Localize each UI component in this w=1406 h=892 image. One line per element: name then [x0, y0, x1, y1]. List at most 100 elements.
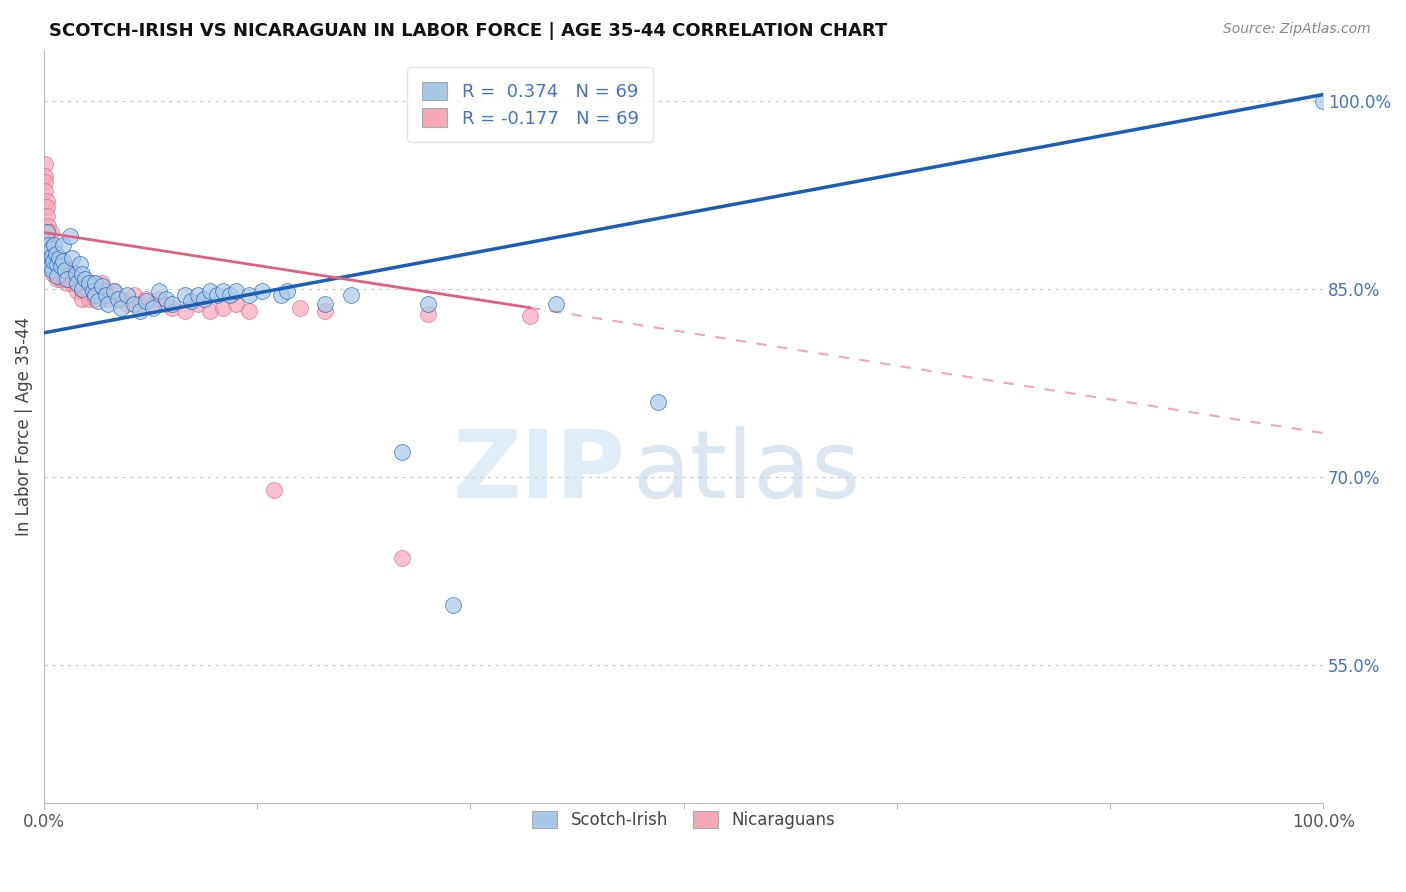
Point — [72, 292, 94, 306]
Point — [84, 288, 107, 302]
Point — [315, 304, 337, 318]
Point — [41, 247, 63, 261]
Point — [69, 276, 91, 290]
Point — [53, 263, 76, 277]
Point — [441, 598, 464, 612]
Point — [315, 297, 337, 311]
Point — [135, 292, 157, 306]
Point — [180, 294, 202, 309]
Point — [52, 238, 75, 252]
Point — [42, 254, 65, 268]
Point — [53, 272, 76, 286]
Point — [288, 301, 311, 315]
Point — [41, 254, 63, 268]
Point — [107, 292, 129, 306]
Point — [117, 288, 139, 302]
Point — [34, 244, 56, 259]
Point — [44, 238, 66, 252]
Point — [238, 288, 260, 302]
Point — [90, 276, 112, 290]
Point — [148, 292, 170, 306]
Point — [52, 254, 75, 268]
Point — [66, 285, 89, 299]
Point — [117, 297, 139, 311]
Point — [187, 297, 209, 311]
Point — [42, 260, 65, 274]
Point — [45, 260, 67, 274]
Point — [72, 285, 94, 299]
Point — [77, 292, 100, 306]
Point — [60, 276, 83, 290]
Point — [200, 304, 222, 318]
Point — [35, 226, 58, 240]
Point — [52, 267, 75, 281]
Point — [82, 276, 104, 290]
Point — [416, 307, 439, 321]
Point — [142, 297, 165, 311]
Point — [48, 251, 70, 265]
Point — [65, 267, 87, 281]
Point — [39, 226, 62, 240]
Point — [218, 288, 240, 302]
Point — [187, 288, 209, 302]
Point — [65, 267, 87, 281]
Point — [84, 292, 107, 306]
Point — [90, 279, 112, 293]
Point — [340, 288, 363, 302]
Point — [160, 297, 183, 311]
Point — [34, 184, 56, 198]
Text: Source: ZipAtlas.com: Source: ZipAtlas.com — [1223, 22, 1371, 37]
Point — [519, 310, 541, 324]
Point — [225, 297, 247, 311]
Point — [69, 257, 91, 271]
Point — [59, 272, 82, 286]
Point — [110, 292, 132, 306]
Point — [45, 269, 67, 284]
Point — [41, 263, 63, 277]
Y-axis label: In Labor Force | Age 35-44: In Labor Force | Age 35-44 — [15, 318, 32, 536]
Point — [97, 292, 120, 306]
Point — [94, 288, 117, 302]
Point — [263, 483, 285, 497]
Point — [49, 272, 72, 286]
Point — [59, 263, 82, 277]
Point — [122, 297, 145, 311]
Point — [34, 156, 56, 170]
Point — [391, 551, 413, 566]
Point — [155, 297, 177, 311]
Point — [212, 301, 235, 315]
Point — [110, 301, 132, 315]
Point — [87, 294, 110, 309]
Point — [142, 301, 165, 315]
Point — [87, 285, 110, 299]
Point — [37, 226, 59, 240]
Point — [59, 229, 82, 244]
Point — [37, 257, 59, 271]
Point — [65, 276, 87, 290]
Point — [129, 297, 152, 311]
Point — [212, 285, 235, 299]
Point — [200, 285, 222, 299]
Point — [173, 288, 195, 302]
Point — [34, 169, 56, 183]
Point — [391, 445, 413, 459]
Point — [82, 285, 104, 299]
Point — [35, 251, 58, 265]
Point — [37, 238, 59, 252]
Text: ZIP: ZIP — [453, 426, 626, 518]
Point — [73, 285, 96, 299]
Point — [66, 276, 89, 290]
Point — [84, 276, 107, 290]
Point — [276, 285, 298, 299]
Point — [35, 194, 58, 208]
Point — [35, 209, 58, 223]
Point — [250, 285, 273, 299]
Point — [34, 175, 56, 189]
Point — [44, 251, 66, 265]
Point — [416, 297, 439, 311]
Point — [42, 267, 65, 281]
Point — [225, 285, 247, 299]
Point — [148, 285, 170, 299]
Point — [103, 285, 125, 299]
Point — [155, 292, 177, 306]
